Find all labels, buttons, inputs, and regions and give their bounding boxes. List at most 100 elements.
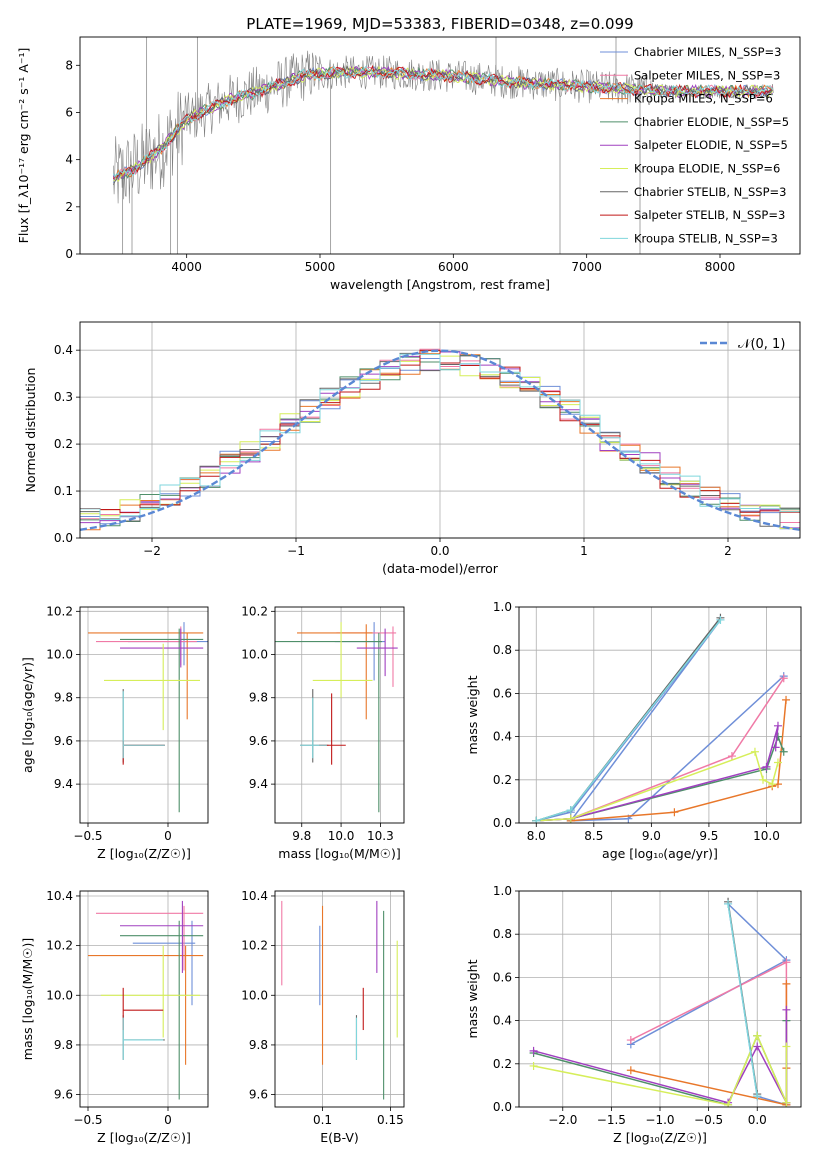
weight_vs_Z-axes: −2.0 −1.5 −1.0 −0.5 0.0 0.0 0.2 0.4 0.6 0.8 1.0 Z [… (465, 884, 801, 1145)
weight-point-kroupa_elodie (759, 775, 768, 784)
x-tick-label: 0.1 (313, 1113, 332, 1127)
y-tick-label: 1.0 (493, 600, 512, 614)
weight-line-chabrier_miles (536, 619, 785, 822)
x-tick-label: −1.5 (597, 1113, 626, 1127)
x-tick-label: 10.0 (328, 829, 355, 843)
y-tick-label: 10.2 (46, 604, 73, 618)
y-tick-label: 10.0 (241, 648, 268, 662)
weight-line-kroupa_miles (570, 699, 787, 822)
weight_vs_age-plot-area (532, 613, 791, 823)
axes-frame (79, 606, 209, 824)
weight-point-salpeter_elodie (762, 762, 771, 771)
weight-point-kroupa_stelib (716, 615, 725, 624)
y-tick-label: 2 (65, 200, 73, 214)
age_vs_mass-axes: 9.8 10.0 10.3 9.4 9.6 9.8 10.0 10.2 mass [log₁₀(… (241, 604, 404, 861)
spectrum-axes: 4000 5000 6000 7000 8000 0 2 4 6 8 wavelength [Ang… (16, 48, 735, 292)
histogram-kroupa_stelib (80, 353, 800, 538)
x-tick-label: −0.5 (73, 829, 102, 843)
weight-point-salpeter_miles (779, 674, 788, 683)
figure-title: PLATE=1969, MJD=53383, FIBERID=0348, z=0… (246, 15, 633, 33)
y-axis-label: age [log₁₀(age/yr)] (20, 657, 35, 773)
weight-point-salpeter_elodie (529, 1046, 538, 1055)
weight-point-salpeter_miles (626, 1036, 635, 1045)
x-tick-label: 8.0 (527, 829, 546, 843)
x-tick-label: 8000 (705, 260, 736, 274)
weight-line-salpeter_miles (536, 677, 785, 822)
x-tick-label: −2 (143, 544, 161, 558)
y-tick-label: 0.4 (493, 1014, 512, 1028)
weight-point-salpeter_elodie (782, 1005, 791, 1014)
y-tick-label: 10.0 (46, 648, 73, 662)
mass_vs_Z-axes: −0.5 0 9.6 9.8 10.0 10.2 10.4 Z [log₁₀(Z/Z☉)] ma… (20, 889, 208, 1145)
axes-frame (274, 890, 405, 1108)
mass_vs_ebv-axes: 0.1 0.15 9.6 9.8 10.0 10.2 10.4 E(B-V) (241, 889, 404, 1145)
x-tick-label: −2.0 (548, 1113, 577, 1127)
legend-label-chabrier_miles: Chabrier MILES, N_SSP=3 (634, 45, 781, 59)
y-axis-label: mass [log₁₀(M/M☉)] (20, 938, 35, 1060)
legend-label-kroupa_stelib: Kroupa STELIB, N_SSP=3 (634, 231, 778, 245)
y-tick-label: 9.8 (54, 1038, 73, 1052)
y-tick-label: 0.2 (493, 773, 512, 787)
weight-point-kroupa_elodie (753, 1031, 762, 1040)
x-axis-label: Z [log₁₀(Z/Z☉)] (97, 846, 191, 861)
y-tick-label: 0.0 (493, 816, 512, 830)
x-tick-label: −1.0 (645, 1113, 674, 1127)
weight-point-kroupa_elodie (566, 814, 575, 823)
x-axis-label: wavelength [Angstrom, rest frame] (330, 277, 550, 292)
x-axis-label: age [log₁₀(age/yr)] (602, 846, 718, 861)
axes-frame (274, 606, 405, 824)
y-axis-label: Flux [f_λ10⁻¹⁷ erg cm⁻² s⁻¹ A⁻¹] (16, 48, 31, 244)
weight-point-kroupa_miles (626, 1066, 635, 1075)
age_vs_Z-plot-area (88, 622, 208, 813)
x-axis-label: mass [log₁₀(M/M☉)] (278, 846, 400, 861)
weight-point-kroupa_elodie (768, 780, 777, 789)
y-tick-label: 9.8 (249, 691, 268, 705)
y-axis-label: mass weight (465, 959, 480, 1038)
y-tick-label: 10.0 (241, 988, 268, 1002)
normal-curve (80, 349, 800, 531)
age_vs_Z-axes: −0.5 0 9.4 9.6 9.8 10.0 10.2 Z [log₁₀(Z/Z☉)] age… (20, 604, 208, 861)
y-tick-label: 0.0 (493, 1100, 512, 1114)
y-tick-label: 10.2 (46, 939, 73, 953)
weight-point-kroupa_miles (670, 808, 679, 817)
weight-point-salpeter_elodie (753, 1042, 762, 1051)
legend-label-salpeter_stelib: Salpeter STELIB, N_SSP=3 (634, 208, 785, 222)
weight-line-kroupa_elodie (536, 750, 779, 822)
weight-point-kroupa_stelib (753, 1092, 762, 1101)
legend-label-chabrier_elodie: Chabrier ELODIE, N_SSP=5 (634, 115, 789, 129)
mass_vs_Z-plot-area (88, 900, 204, 1100)
x-tick-label: 0.0 (430, 544, 449, 558)
x-tick-label: 1 (580, 544, 588, 558)
x-tick-label: 0.0 (748, 1113, 767, 1127)
weight-point-kroupa_elodie (773, 758, 782, 767)
y-axis-label: Normed distribution (23, 368, 38, 493)
legend-label-chabrier_stelib: Chabrier STELIB, N_SSP=3 (634, 185, 786, 199)
x-tick-label: 6000 (438, 260, 469, 274)
weight-point-kroupa_elodie (782, 1098, 791, 1107)
axes-frame (518, 606, 802, 824)
y-tick-label: 0.2 (493, 1057, 512, 1071)
weight-point-salpeter_miles (727, 752, 736, 761)
weight-point-salpeter_elodie (773, 721, 782, 730)
y-tick-label: 6 (65, 105, 73, 119)
y-tick-label: 0.2 (54, 437, 73, 451)
y-tick-label: 10.0 (46, 988, 73, 1002)
x-tick-label: −1 (287, 544, 305, 558)
residual_hist-plot-area (80, 348, 800, 538)
x-tick-label: −0.5 (694, 1113, 723, 1127)
x-tick-label: 8.5 (584, 829, 603, 843)
x-tick-label: 7000 (571, 260, 602, 274)
y-tick-label: 9.4 (54, 777, 73, 791)
weight-point-salpeter_miles (782, 958, 791, 967)
y-tick-label: 0.8 (493, 927, 512, 941)
y-tick-label: 1.0 (493, 884, 512, 898)
x-tick-label: 0.15 (377, 1113, 404, 1127)
weight-point-chabrier_elodie (779, 747, 788, 756)
weight-point-kroupa_elodie (782, 1042, 791, 1051)
x-axis-label: Z [log₁₀(Z/Z☉)] (613, 1130, 707, 1145)
weight_vs_Z-plot-area (529, 897, 791, 1107)
x-axis-label: Z [log₁₀(Z/Z☉)] (97, 1130, 191, 1145)
x-tick-label: 2 (724, 544, 732, 558)
y-tick-label: 8 (65, 58, 73, 72)
